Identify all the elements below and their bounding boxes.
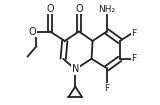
Text: O: O	[29, 26, 36, 37]
Text: O: O	[46, 4, 54, 14]
Text: N: N	[72, 64, 79, 74]
Text: F: F	[132, 29, 137, 38]
Text: F: F	[132, 54, 137, 63]
Text: F: F	[104, 84, 109, 93]
Text: O: O	[75, 4, 83, 14]
Text: NH₂: NH₂	[98, 5, 115, 14]
